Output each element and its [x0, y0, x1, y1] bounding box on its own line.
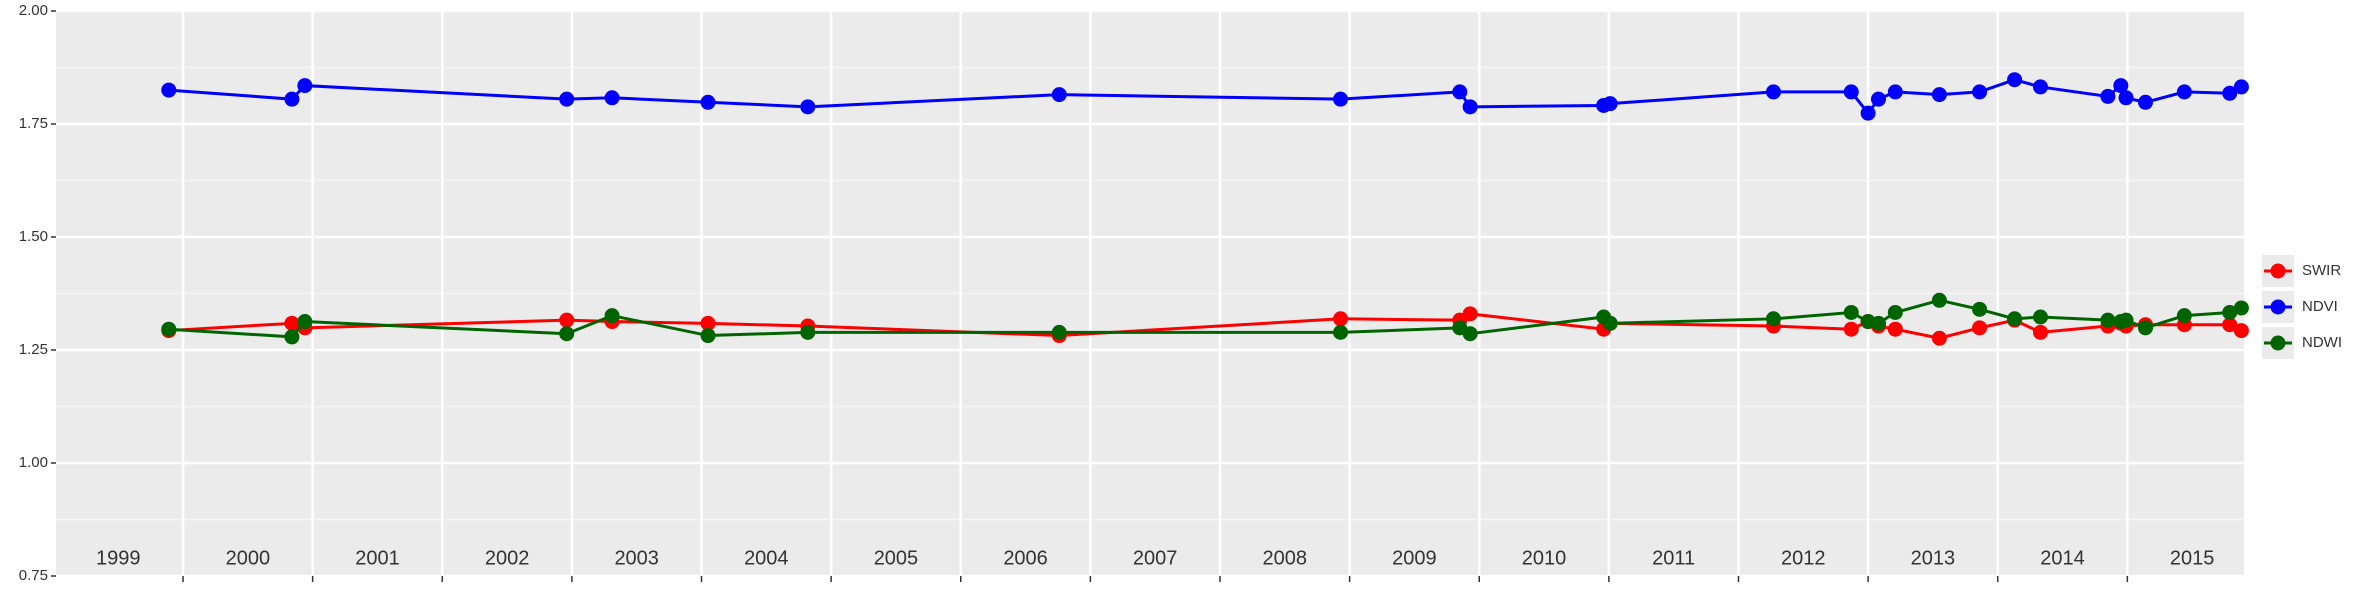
legend-label: SWIR — [2302, 262, 2341, 279]
data-point — [2222, 317, 2238, 333]
data-point — [2222, 85, 2238, 101]
data-point — [1870, 315, 1886, 331]
x-tick-label: 2003 — [614, 547, 659, 569]
data-point — [2118, 312, 2134, 328]
data-point — [1972, 320, 1988, 336]
y-tick-label: 1.25 — [19, 341, 48, 358]
data-point — [1765, 311, 1781, 327]
data-point — [1887, 304, 1903, 320]
x-tick-label: 2011 — [1652, 547, 1695, 569]
data-point — [1462, 326, 1478, 342]
data-point — [1462, 99, 1478, 115]
data-point — [2100, 88, 2116, 104]
data-point — [284, 329, 300, 345]
data-point — [2032, 309, 2048, 325]
data-point — [1602, 315, 1618, 331]
data-point — [2118, 90, 2134, 106]
data-point — [1051, 324, 1067, 340]
x-tick-label: 2009 — [1392, 547, 1437, 569]
x-tick-label: 2005 — [874, 547, 919, 569]
data-point — [2113, 78, 2129, 94]
data-point — [1887, 321, 1903, 337]
data-point — [297, 314, 313, 330]
data-point — [800, 99, 816, 115]
data-point — [700, 315, 716, 331]
legend-point — [2270, 335, 2286, 351]
data-point — [700, 94, 716, 110]
data-point — [559, 326, 575, 342]
data-point — [2100, 312, 2116, 328]
data-point — [1333, 311, 1349, 327]
data-point — [161, 321, 177, 337]
data-point — [284, 91, 300, 107]
data-point — [2176, 84, 2192, 100]
data-point — [1051, 87, 1067, 103]
x-tick-label: 2004 — [744, 547, 789, 569]
legend-point — [2270, 263, 2286, 279]
data-point — [1333, 324, 1349, 340]
x-tick-label: 2006 — [1003, 547, 1048, 569]
data-point — [800, 324, 816, 340]
legend-label: NDWI — [2302, 334, 2342, 351]
data-point — [1860, 105, 1876, 121]
data-point — [1843, 321, 1859, 337]
data-point — [2222, 304, 2238, 320]
x-tick-label: 2014 — [2040, 547, 2085, 569]
y-tick-label: 1.75 — [19, 115, 48, 132]
x-tick-label: 2002 — [485, 547, 530, 569]
x-tick-label: 2008 — [1263, 547, 1308, 569]
data-point — [161, 82, 177, 98]
data-point — [559, 312, 575, 328]
data-point — [2137, 320, 2153, 336]
data-point — [1602, 96, 1618, 112]
data-point — [1843, 84, 1859, 100]
data-point — [1452, 84, 1468, 100]
data-point — [2233, 79, 2249, 95]
data-point — [1462, 306, 1478, 322]
data-point — [297, 78, 313, 94]
data-point — [1765, 84, 1781, 100]
data-point — [559, 91, 575, 107]
y-tick-label: 1.00 — [19, 454, 48, 471]
data-point — [604, 308, 620, 324]
data-point — [284, 315, 300, 331]
data-point — [2032, 79, 2048, 95]
legend-point — [2270, 299, 2286, 315]
data-point — [2007, 72, 2023, 88]
x-tick-label: 2010 — [1522, 547, 1567, 569]
data-point — [1972, 301, 1988, 317]
data-point — [700, 328, 716, 344]
data-point — [2176, 308, 2192, 324]
data-point — [2007, 311, 2023, 327]
x-tick-label: 2001 — [355, 547, 400, 569]
data-point — [1887, 84, 1903, 100]
data-point — [1931, 292, 1947, 308]
data-point — [1931, 87, 1947, 103]
data-point — [2137, 94, 2153, 110]
data-point — [1972, 84, 1988, 100]
data-point — [2233, 300, 2249, 316]
legend-label: NDVI — [2302, 298, 2338, 315]
data-point — [1333, 91, 1349, 107]
y-tick-label: 0.75 — [19, 567, 48, 584]
y-tick-label: 2.00 — [19, 2, 48, 19]
x-tick-label: 2013 — [1911, 547, 1956, 569]
x-tick-label: 2007 — [1133, 547, 1178, 569]
x-tick-label: 2012 — [1781, 547, 1826, 569]
x-tick-label: 1999 — [96, 547, 141, 569]
data-point — [2032, 324, 2048, 340]
x-tick-label: 2000 — [226, 547, 271, 569]
data-point — [1870, 91, 1886, 107]
data-point — [2233, 323, 2249, 339]
x-tick-label: 2015 — [2170, 547, 2215, 569]
data-point — [1843, 304, 1859, 320]
data-point — [604, 90, 620, 106]
data-point — [1931, 330, 1947, 346]
y-tick-label: 1.50 — [19, 228, 48, 245]
